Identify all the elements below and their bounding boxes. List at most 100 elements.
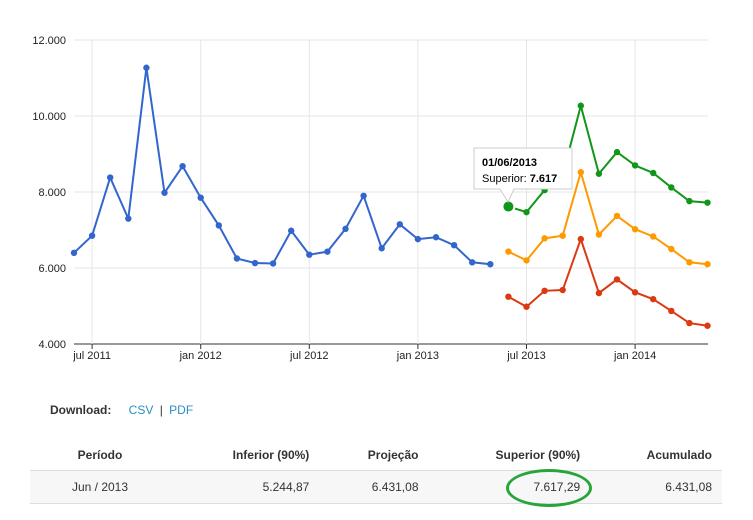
data-point — [505, 248, 512, 255]
header-acumulado: Acumulado — [590, 440, 722, 471]
data-point — [541, 287, 548, 294]
data-point — [577, 235, 584, 243]
y-tick-label: 6.000 — [38, 263, 66, 275]
table-row: Jun / 2013 5.244,87 6.431,08 7.617,29 6.… — [30, 470, 722, 504]
x-tick-label: jul 2013 — [506, 350, 546, 362]
x-tick-label: jan 2013 — [396, 350, 439, 362]
x-tick-label: jan 2014 — [613, 350, 656, 362]
y-tick-label: 12.000 — [32, 35, 66, 47]
highlighted-point — [501, 199, 516, 214]
data-point — [523, 208, 530, 216]
data-point — [487, 261, 494, 268]
series-line-1 — [508, 101, 708, 214]
data-point — [523, 257, 530, 264]
tooltip-series-label: Superior: — [482, 173, 530, 185]
data-point — [70, 249, 78, 256]
cell-periodo: Jun / 2013 — [30, 470, 170, 504]
data-point — [650, 169, 657, 177]
data-point — [215, 222, 222, 229]
data-point — [704, 199, 711, 206]
tooltip-date: 01/06/2013 — [482, 157, 537, 169]
data-point — [686, 197, 693, 205]
data-point — [378, 245, 385, 252]
tooltip-value-number: 7.617 — [530, 173, 558, 185]
data-point — [324, 248, 331, 255]
data-point — [631, 226, 639, 233]
tooltip: 01/06/2013 Superior: 7.617 — [473, 147, 573, 214]
forecast-table: Período Inferior (90%) Projeção Superior… — [30, 440, 722, 504]
y-tick-label: 10.000 — [32, 111, 66, 123]
data-point — [595, 170, 603, 177]
data-point — [559, 286, 566, 294]
data-point — [650, 233, 657, 240]
data-point — [505, 293, 512, 300]
chart-gridlines — [74, 39, 708, 345]
y-tick-label: 4.000 — [38, 339, 66, 351]
data-point — [577, 102, 584, 109]
tooltip-box — [473, 147, 573, 204]
data-point — [704, 261, 711, 268]
data-point — [179, 162, 186, 170]
series-line-0 — [73, 67, 491, 266]
highlight-circle — [506, 469, 592, 507]
download-separator: | — [159, 403, 163, 417]
table-header-row: Período Inferior (90%) Projeção Superior… — [30, 440, 722, 471]
y-axis: 4.000 6.000 8.000 10.000 12.000 — [32, 35, 66, 351]
tooltip-value: Superior: 7.617 — [482, 173, 557, 185]
data-point — [161, 189, 168, 196]
data-point — [450, 242, 458, 249]
x-tick-label: jul 2011 — [72, 350, 111, 362]
chart-series — [70, 64, 711, 329]
header-inferior: Inferior (90%) — [170, 440, 320, 471]
data-point — [650, 295, 657, 303]
data-point — [342, 225, 349, 233]
data-point — [613, 276, 621, 283]
data-point — [577, 169, 584, 176]
data-point — [269, 260, 277, 267]
download-bar: Download: CSV | PDF — [50, 403, 193, 417]
data-point — [704, 322, 711, 329]
data-point — [107, 174, 114, 181]
data-point — [631, 162, 639, 169]
data-point — [396, 221, 403, 228]
data-point — [251, 259, 259, 267]
data-point — [595, 231, 603, 238]
header-periodo: Período — [30, 440, 170, 471]
data-point — [88, 232, 96, 239]
cell-acumulado: 6.431,08 — [590, 470, 722, 504]
data-point — [595, 289, 603, 297]
data-point — [559, 232, 566, 239]
data-point — [541, 235, 548, 242]
data-point — [360, 192, 367, 199]
data-point — [432, 234, 440, 241]
forecast-line-chart: 4.000 6.000 8.000 10.000 12.000 jul 2011 jan … — [32, 35, 711, 362]
series-line-3 — [507, 236, 708, 327]
download-label: Download: — [50, 403, 112, 417]
data-point — [143, 64, 150, 71]
cell-projecao: 6.431,08 — [319, 470, 429, 504]
data-point — [631, 289, 639, 296]
x-axis: jul 2011 jan 2012 jul 2012 jan 2013 jul 2013… — [72, 344, 656, 362]
data-point — [288, 227, 295, 234]
csv-download-link[interactable]: CSV — [128, 403, 154, 417]
x-tick-label: jul 2012 — [289, 350, 329, 362]
data-point — [125, 215, 132, 222]
data-point — [668, 245, 675, 253]
pdf-download-link[interactable]: PDF — [169, 403, 194, 417]
data-point — [668, 307, 675, 315]
data-point — [613, 212, 621, 220]
header-projecao: Projeção — [319, 440, 429, 471]
x-tick-label: jan 2012 — [179, 350, 222, 362]
data-point — [197, 194, 204, 201]
header-superior: Superior (90%) — [428, 440, 591, 471]
data-point — [686, 319, 693, 327]
data-point — [469, 259, 476, 266]
data-point — [613, 148, 621, 156]
data-point — [414, 235, 422, 243]
series-line-2 — [507, 168, 708, 266]
cell-inferior: 5.244,87 — [170, 470, 320, 504]
y-tick-label: 8.000 — [38, 187, 66, 199]
data-point — [523, 303, 530, 310]
data-point — [306, 251, 313, 258]
data-point — [233, 255, 241, 262]
